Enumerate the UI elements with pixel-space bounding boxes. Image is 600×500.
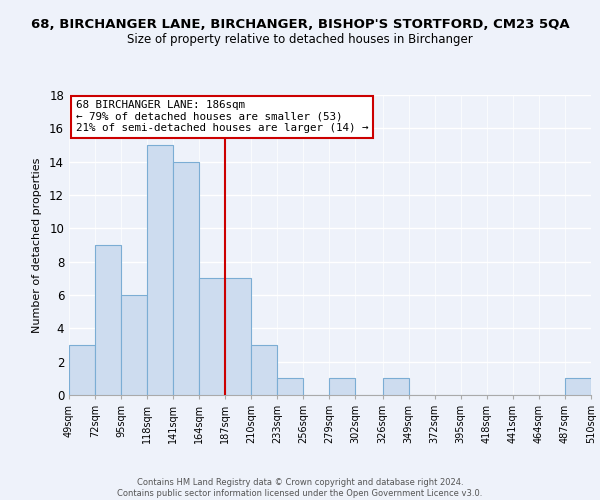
Text: 68 BIRCHANGER LANE: 186sqm
← 79% of detached houses are smaller (53)
21% of semi: 68 BIRCHANGER LANE: 186sqm ← 79% of deta… [76,100,368,133]
Y-axis label: Number of detached properties: Number of detached properties [32,158,42,332]
Bar [147,145,173,395]
Bar [173,162,199,395]
Bar [565,378,591,395]
Bar [121,295,147,395]
Bar [329,378,355,395]
Bar [69,345,95,395]
Text: Size of property relative to detached houses in Birchanger: Size of property relative to detached ho… [127,32,473,46]
Bar [277,378,304,395]
Bar [199,278,225,395]
Bar [225,278,251,395]
Bar [383,378,409,395]
Text: 68, BIRCHANGER LANE, BIRCHANGER, BISHOP'S STORTFORD, CM23 5QA: 68, BIRCHANGER LANE, BIRCHANGER, BISHOP'… [31,18,569,30]
Text: Contains HM Land Registry data © Crown copyright and database right 2024.
Contai: Contains HM Land Registry data © Crown c… [118,478,482,498]
Bar [251,345,277,395]
Bar [95,245,121,395]
